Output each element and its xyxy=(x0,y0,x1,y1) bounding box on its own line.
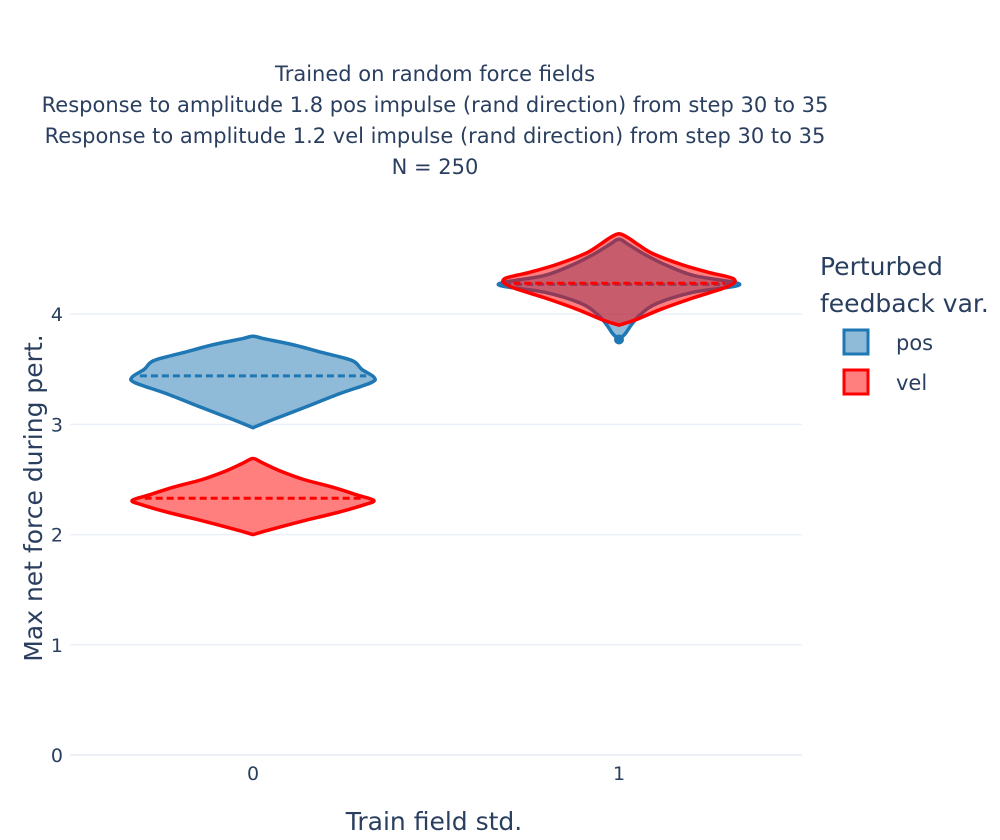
chart-title-line-4: N = 250 xyxy=(392,155,479,179)
y-gridlines xyxy=(70,313,802,756)
y-tick-label-0: 0 xyxy=(51,745,63,767)
y-tick-labels: 0 1 2 3 4 xyxy=(51,304,63,767)
violin-pos-0 xyxy=(128,334,378,430)
y-tick-label-3: 3 xyxy=(51,414,63,436)
legend-swatch-pos xyxy=(842,328,870,356)
chart-title: Trained on random force fields Response … xyxy=(42,62,829,179)
y-tick-label-1: 1 xyxy=(51,635,63,657)
violin-plot-area xyxy=(128,231,742,537)
chart-title-line-1: Trained on random force fields xyxy=(274,62,595,86)
violin-vel-1 xyxy=(501,231,737,327)
outlier-point-pos-1 xyxy=(614,334,624,345)
legend: Perturbed feedback var. pos vel xyxy=(820,252,989,396)
x-tick-label-1: 1 xyxy=(613,763,625,785)
chart-title-line-3: Response to amplitude 1.2 vel impulse (r… xyxy=(45,124,826,148)
y-tick-label-2: 2 xyxy=(51,525,63,547)
violin-vel-0 xyxy=(130,456,376,537)
y-tick-label-4: 4 xyxy=(51,304,63,326)
legend-title-line-2: feedback var. xyxy=(820,289,989,318)
legend-label-pos: pos xyxy=(896,331,933,355)
legend-label-vel: vel xyxy=(896,371,927,395)
y-axis-title: Max net force during pert. xyxy=(19,334,48,661)
legend-swatch-vel xyxy=(842,368,870,396)
x-axis-title: Train field std. xyxy=(345,807,522,836)
x-tick-label-0: 0 xyxy=(247,763,259,785)
chart-title-line-2: Response to amplitude 1.8 pos impulse (r… xyxy=(42,93,829,117)
legend-title-line-1: Perturbed xyxy=(820,252,943,281)
